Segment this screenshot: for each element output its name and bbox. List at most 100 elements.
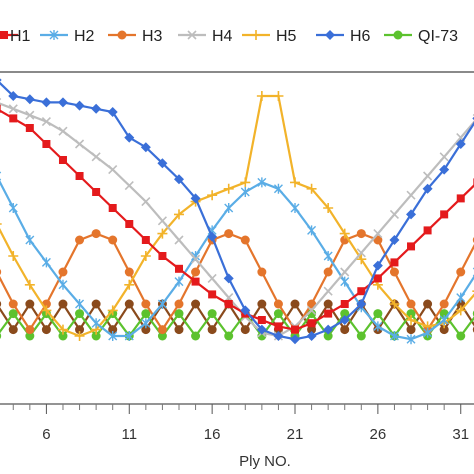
- legend-marker: [117, 30, 127, 40]
- data-point: [124, 267, 134, 277]
- legend-marker: [393, 30, 403, 40]
- data-point: [307, 225, 317, 236]
- data-point: [257, 177, 267, 188]
- data-point: [141, 197, 151, 207]
- data-point: [340, 267, 350, 277]
- data-point: [141, 236, 150, 244]
- series-line: [0, 301, 474, 332]
- data-point: [224, 300, 233, 308]
- data-point: [191, 331, 201, 341]
- data-point: [423, 327, 433, 338]
- legend-entry-h2: H2: [40, 28, 95, 45]
- data-point: [456, 194, 465, 203]
- data-point: [290, 334, 301, 345]
- data-point: [75, 299, 85, 309]
- data-point: [140, 251, 151, 261]
- x-tick-label: 6: [42, 426, 50, 443]
- data-point: [58, 156, 67, 164]
- data-point: [456, 292, 466, 303]
- legend-entry-h5: H5: [242, 28, 297, 45]
- data-point: [157, 158, 168, 169]
- data-point: [25, 299, 35, 309]
- data-point: [91, 318, 101, 329]
- data-point: [423, 171, 433, 181]
- data-point: [439, 152, 449, 162]
- data-point: [390, 258, 399, 267]
- data-point: [124, 279, 135, 290]
- data-point: [373, 274, 382, 283]
- data-point: [125, 220, 134, 228]
- legend-marker: [0, 31, 8, 39]
- data-point: [356, 299, 367, 309]
- data-point: [8, 309, 18, 319]
- series-h4: [0, 97, 474, 341]
- data-point: [406, 190, 416, 200]
- data-point: [108, 331, 118, 341]
- data-point: [74, 100, 85, 111]
- data-point: [157, 331, 167, 341]
- data-point: [24, 94, 35, 105]
- data-point: [157, 216, 167, 226]
- legend-label: QI-73: [418, 28, 458, 45]
- legend-entry-h6: H6: [316, 28, 371, 45]
- data-point: [157, 299, 167, 309]
- x-axis-title: Ply NO.: [239, 453, 291, 470]
- data-point: [306, 331, 317, 341]
- data-point: [25, 110, 35, 120]
- data-point: [290, 299, 300, 309]
- data-point: [356, 254, 367, 265]
- data-point: [373, 309, 383, 319]
- data-point: [389, 267, 399, 277]
- data-point: [141, 325, 151, 335]
- data-point: [324, 309, 333, 318]
- data-point: [191, 267, 201, 277]
- data-point: [257, 299, 267, 309]
- legend-label: H1: [10, 28, 31, 45]
- data-point: [173, 174, 184, 185]
- data-point: [372, 260, 383, 271]
- data-point: [191, 299, 201, 309]
- data-point: [174, 276, 184, 287]
- data-point: [8, 299, 18, 309]
- data-point: [8, 325, 18, 335]
- data-point: [290, 177, 301, 188]
- data-point: [207, 325, 217, 335]
- data-point: [124, 181, 134, 191]
- series-h5: [0, 91, 474, 341]
- data-point: [0, 300, 2, 308]
- data-point: [91, 229, 101, 239]
- data-point: [273, 183, 283, 194]
- data-point: [340, 276, 350, 287]
- data-point: [91, 103, 102, 114]
- data-point: [224, 229, 234, 239]
- data-point: [58, 279, 68, 290]
- data-point: [41, 305, 52, 316]
- series-h6: [0, 78, 474, 345]
- series-line: [0, 232, 474, 332]
- data-point: [75, 309, 85, 319]
- legend-entry-h3: H3: [108, 28, 163, 45]
- legend-marker: [187, 30, 197, 40]
- data-point: [191, 277, 200, 286]
- data-point: [340, 325, 350, 335]
- data-point: [57, 97, 68, 108]
- data-point: [439, 315, 449, 325]
- data-point: [0, 332, 2, 340]
- data-point: [389, 331, 399, 341]
- data-point: [9, 114, 18, 123]
- data-point: [240, 177, 251, 188]
- data-point: [389, 299, 400, 309]
- data-point: [256, 91, 267, 101]
- series-layer: [0, 78, 474, 345]
- legend-marker: [49, 30, 59, 40]
- data-point: [207, 190, 218, 201]
- series-line: [0, 102, 474, 338]
- data-point: [75, 235, 85, 245]
- data-point: [440, 210, 449, 219]
- data-point: [41, 117, 51, 127]
- data-point: [307, 325, 317, 335]
- data-point: [124, 331, 134, 341]
- data-point: [224, 331, 234, 341]
- data-point: [74, 139, 85, 149]
- legend-marker: [325, 30, 335, 40]
